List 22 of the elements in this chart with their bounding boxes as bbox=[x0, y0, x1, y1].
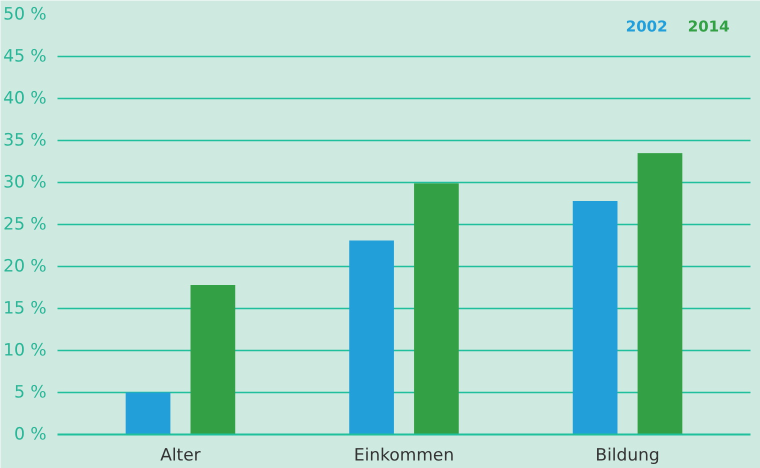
x-tick-label: Bildung bbox=[595, 446, 660, 466]
y-tick-label: 10 % bbox=[3, 340, 47, 360]
y-tick-label: 5 % bbox=[14, 382, 46, 402]
bar bbox=[414, 183, 459, 434]
bar bbox=[349, 240, 394, 434]
y-tick-label: 50 % bbox=[3, 4, 47, 24]
x-tick-label: Alter bbox=[160, 446, 201, 466]
y-tick-label: 35 % bbox=[3, 130, 47, 150]
y-tick-label: 0 % bbox=[14, 424, 46, 444]
text: 2014 bbox=[688, 18, 730, 36]
bar bbox=[572, 200, 618, 434]
y-tick-label: 45 % bbox=[3, 46, 47, 66]
bar bbox=[190, 284, 236, 434]
y-tick-label: 15 % bbox=[3, 298, 47, 318]
x-tick-label: Einkommen bbox=[354, 446, 454, 466]
y-tick-label: 20 % bbox=[3, 256, 47, 276]
text: 2002 bbox=[626, 18, 668, 36]
y-tick-label: 30 % bbox=[3, 172, 47, 192]
bar bbox=[638, 153, 682, 434]
y-tick-label: 25 % bbox=[3, 214, 47, 234]
bar bbox=[126, 392, 170, 434]
y-tick-label: 40 % bbox=[3, 88, 47, 108]
